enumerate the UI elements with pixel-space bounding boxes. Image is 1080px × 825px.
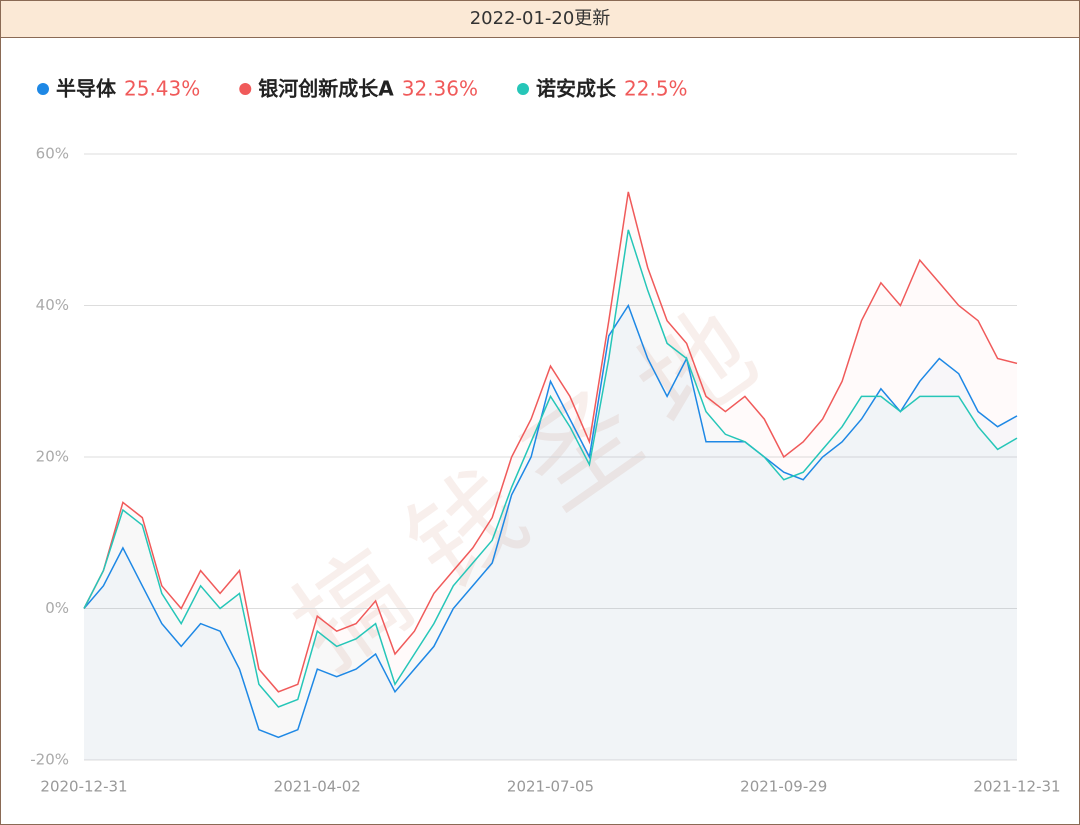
x-tick-label: 2021-07-05: [507, 778, 594, 796]
series-line: [83, 191, 1018, 693]
legend: 半导体 25.43% 银河创新成长A 32.36% 诺安成长 22.5%: [37, 77, 688, 101]
legend-return: 25.43%: [124, 77, 200, 101]
y-tick-label: 40%: [36, 296, 69, 314]
legend-return: 22.5%: [624, 77, 688, 101]
legend-marker: [37, 83, 49, 95]
legend-label: 诺安成长: [536, 77, 617, 101]
chart: 搞钱圣地 -20%0%20%40%60%2020-12-31 2021-04-02…: [30, 77, 1060, 796]
y-tick-label: 20%: [36, 448, 69, 466]
x-tick-label: 2021-04-02: [274, 778, 361, 796]
series-line: [83, 303, 1018, 739]
legend-marker: [239, 83, 252, 95]
y-tick-label: -20%: [30, 751, 69, 769]
header: 2022-01-20更新: [1, 1, 1079, 38]
y-tick-label: 0%: [45, 599, 69, 617]
legend-marker: [517, 83, 530, 95]
legend-return: 32.36%: [402, 77, 478, 101]
legend-label: 银河创新成长A: [258, 77, 394, 101]
series-line: [83, 229, 1018, 708]
x-tick-label: 2020-12-31: [40, 778, 127, 796]
legend-label: 半导体: [56, 77, 117, 101]
x-tick-label: 2021-12-31: [973, 778, 1060, 796]
y-tick-label: 60%: [36, 145, 69, 163]
x-tick-label: 2021-09-29: [740, 778, 827, 796]
